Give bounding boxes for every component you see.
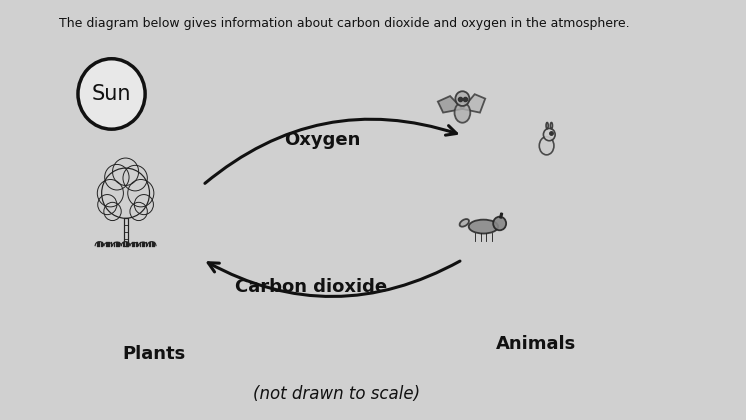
Circle shape: [78, 59, 145, 129]
Polygon shape: [438, 96, 463, 113]
Ellipse shape: [551, 123, 553, 129]
Bar: [124, 218, 128, 246]
Text: Animals: Animals: [496, 335, 576, 353]
Circle shape: [493, 217, 506, 230]
Text: Plants: Plants: [122, 345, 185, 363]
Circle shape: [455, 91, 469, 106]
Text: Oxygen: Oxygen: [284, 131, 360, 149]
Text: Carbon dioxide: Carbon dioxide: [236, 278, 388, 296]
Ellipse shape: [546, 123, 548, 129]
Ellipse shape: [468, 220, 498, 234]
Ellipse shape: [454, 102, 470, 123]
Text: The diagram below gives information about carbon dioxide and oxygen in the atmos: The diagram below gives information abou…: [59, 17, 630, 30]
Polygon shape: [463, 94, 485, 113]
Circle shape: [543, 129, 555, 141]
Text: (not drawn to scale): (not drawn to scale): [253, 386, 420, 404]
Text: Sun: Sun: [92, 84, 131, 104]
Ellipse shape: [539, 136, 554, 155]
FancyArrow shape: [500, 213, 503, 218]
Ellipse shape: [460, 219, 469, 227]
